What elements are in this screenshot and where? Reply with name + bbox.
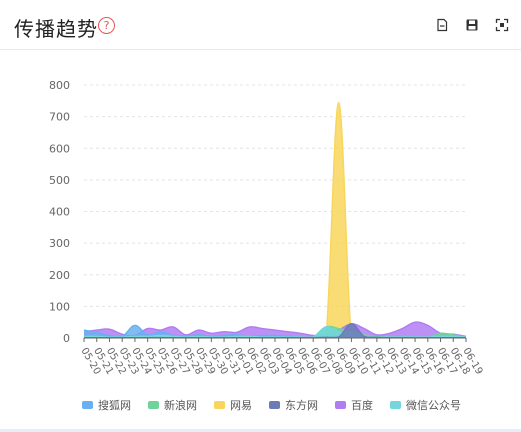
y-tick-label: 400	[49, 206, 70, 219]
y-tick-label: 700	[49, 111, 70, 124]
y-tick-label: 200	[49, 269, 70, 282]
help-icon[interactable]: ?	[98, 17, 115, 34]
y-tick-label: 800	[49, 79, 70, 92]
y-tick-label: 500	[49, 174, 70, 187]
legend-label: 百度	[351, 399, 373, 412]
legend-item[interactable]: 百度	[335, 397, 373, 413]
legend-label: 微信公众号	[406, 399, 461, 412]
chart-legend: 搜狐网 新浪网 网易 东方网 百度 微信公众号	[82, 396, 478, 414]
y-tick-label: 600	[49, 142, 70, 155]
legend-item[interactable]: 新浪网	[148, 397, 197, 413]
fullscreen-icon[interactable]	[495, 18, 509, 32]
trend-chart: 010020030040050060070080005-2005-2105-22…	[49, 79, 484, 377]
data-view-icon[interactable]	[435, 18, 449, 32]
series-line-netease	[84, 101, 466, 339]
legend-label: 东方网	[285, 399, 318, 412]
legend-swatch	[335, 401, 346, 409]
legend-label: 搜狐网	[98, 399, 131, 412]
legend-swatch	[390, 401, 401, 409]
legend-label: 新浪网	[164, 399, 197, 412]
page-title: 传播趋势	[14, 17, 98, 41]
y-tick-label: 100	[49, 300, 70, 313]
legend-swatch	[269, 401, 280, 409]
legend-swatch	[214, 401, 225, 409]
legend-item[interactable]: 网易	[214, 397, 252, 413]
legend-item[interactable]: 搜狐网	[82, 397, 131, 413]
y-tick-label: 300	[49, 237, 70, 250]
series-line-baidu	[83, 321, 467, 338]
legend-swatch	[148, 401, 159, 409]
legend-label: 网易	[230, 399, 252, 412]
legend-item[interactable]: 微信公众号	[390, 397, 461, 413]
save-image-icon[interactable]	[465, 18, 479, 32]
chart-toolbar	[435, 18, 509, 32]
legend-item[interactable]: 东方网	[269, 397, 318, 413]
legend-swatch	[82, 401, 93, 409]
series-area-netease	[84, 102, 466, 338]
panel-header: 传播趋势 ?	[0, 0, 521, 50]
y-tick-label: 0	[63, 332, 70, 345]
series-area-baidu	[84, 322, 466, 338]
